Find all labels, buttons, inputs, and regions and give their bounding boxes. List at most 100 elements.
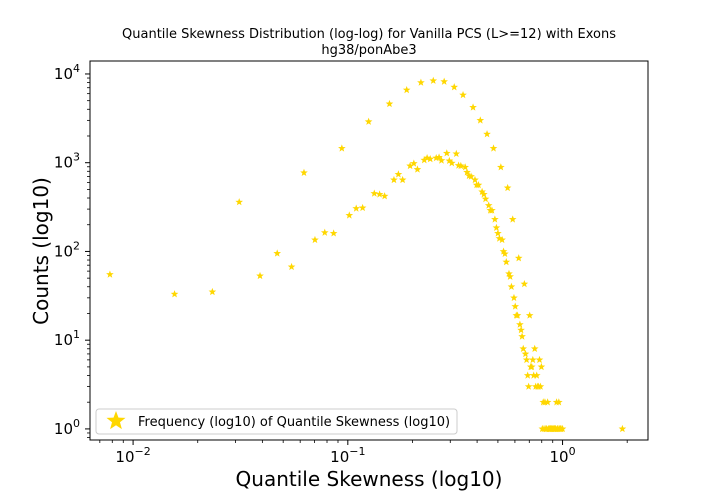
data-point [555, 398, 563, 406]
data-point [511, 302, 520, 310]
data-point [410, 159, 418, 167]
data-point [529, 371, 538, 379]
data-point [338, 144, 346, 152]
data-point [536, 382, 545, 390]
scatter-points [106, 76, 627, 433]
data-point [426, 155, 435, 163]
data-point [459, 90, 467, 99]
data-point [358, 203, 367, 212]
data-point [523, 371, 532, 379]
data-point [530, 344, 539, 353]
chart-title: Quantile Skewness Distribution (log-log)… [122, 27, 616, 42]
data-point [506, 272, 514, 280]
data-point [429, 76, 438, 84]
data-point [502, 258, 511, 266]
data-point [480, 190, 488, 198]
data-point [370, 189, 379, 197]
legend-label: Frequency (log10) of Quantile Skewness (… [138, 415, 450, 430]
data-point [273, 249, 282, 257]
data-point [452, 149, 461, 158]
plot-frame [89, 60, 649, 441]
data-point [537, 362, 546, 371]
legend-star-icon [106, 411, 126, 430]
data-point [516, 320, 524, 328]
data-point [364, 117, 373, 125]
data-point [474, 181, 483, 189]
data-point [519, 344, 528, 353]
data-point [448, 159, 456, 167]
data-point [494, 229, 502, 237]
data-point [440, 77, 448, 85]
data-point [499, 247, 508, 255]
data-point [484, 201, 493, 209]
data-point [398, 175, 407, 184]
data-point [461, 163, 469, 171]
data-point [375, 190, 384, 198]
data-point [450, 83, 459, 91]
data-point [300, 168, 308, 177]
y-axis-label: Counts (log10) [29, 177, 53, 325]
data-point [495, 234, 504, 242]
data-point [521, 349, 530, 358]
data-point [543, 398, 552, 406]
data-point [505, 269, 513, 278]
data-point [492, 223, 501, 231]
data-point [437, 156, 446, 164]
data-point [507, 282, 516, 290]
data-point [256, 271, 264, 280]
data-point [320, 228, 329, 236]
data-point [457, 161, 465, 170]
data-point [514, 254, 523, 262]
data-point [520, 279, 529, 288]
data-point [491, 215, 499, 223]
data-point [170, 290, 179, 298]
data-point [524, 382, 533, 390]
data-point [394, 170, 403, 178]
data-point [402, 85, 411, 94]
legend: Frequency (log10) of Quantile Skewness (… [95, 408, 458, 435]
data-point [522, 355, 531, 364]
data-point [352, 204, 360, 212]
data-point [208, 287, 217, 296]
data-point [532, 371, 541, 379]
data-point [476, 116, 485, 124]
data-point [442, 149, 451, 157]
data-point [529, 355, 537, 364]
data-point [489, 144, 498, 152]
data-point [478, 187, 486, 196]
data-point [467, 172, 475, 180]
x-axis-label: Quantile Skewness (log10) [236, 467, 503, 491]
data-point [508, 215, 517, 223]
data-point [535, 355, 544, 364]
data-point [406, 161, 414, 170]
data-point [525, 311, 534, 319]
data-point [498, 235, 506, 244]
data-point [481, 194, 490, 203]
data-point [345, 211, 354, 219]
data-point [445, 156, 454, 165]
data-point [527, 362, 536, 371]
data-point [501, 249, 509, 258]
data-point [385, 99, 394, 108]
data-point [483, 130, 491, 138]
data-point [471, 175, 479, 184]
data-point [463, 168, 471, 176]
data-point [380, 192, 389, 200]
data-point [235, 198, 243, 206]
legend-box [95, 408, 458, 435]
data-point [497, 163, 505, 171]
data-point [618, 424, 627, 433]
data-point [311, 235, 319, 244]
data-point [503, 183, 512, 192]
data-point [413, 165, 422, 173]
chart-subtitle: hg38/ponAbe3 [321, 43, 416, 58]
data-point [432, 153, 441, 162]
data-point [420, 156, 429, 164]
data-point [558, 424, 567, 433]
data-point [469, 103, 477, 111]
data-point [518, 332, 526, 340]
data-point [417, 78, 425, 86]
data-point [106, 270, 114, 278]
data-point [287, 262, 296, 271]
